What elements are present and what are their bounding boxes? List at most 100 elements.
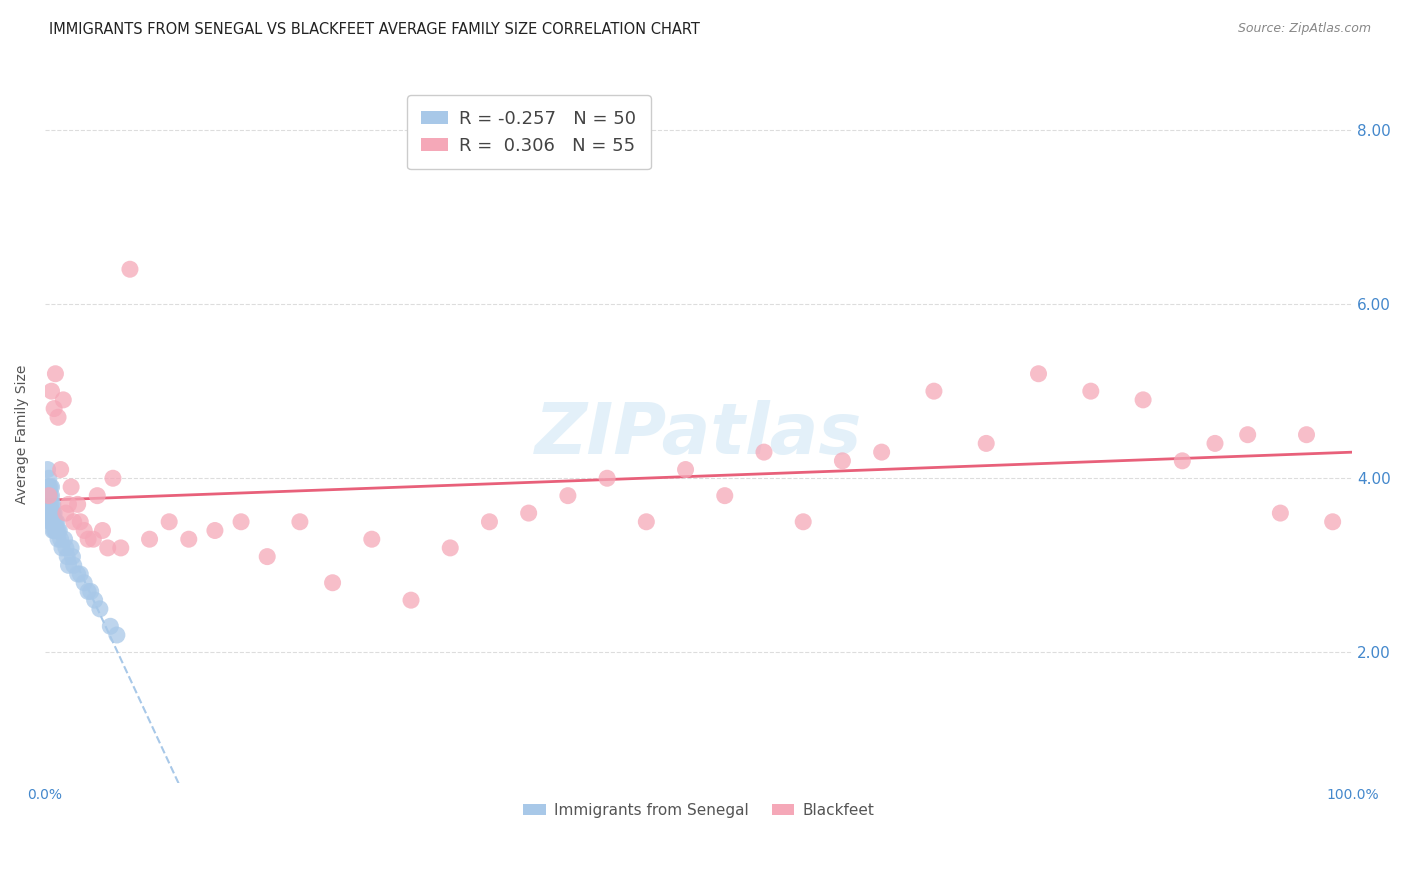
Point (58, 558, 80, 573)
Point (69, 515, 91, 529)
Point (204, 524, 226, 538)
Point (177, 532, 200, 546)
Point (35, 489, 58, 503)
Point (41, 384, 63, 399)
Point (922, 384, 945, 399)
Point (1322, 515, 1344, 529)
Point (39, 506, 62, 520)
Point (138, 532, 160, 546)
Point (46, 524, 69, 538)
Point (39, 489, 62, 503)
Point (42, 515, 65, 529)
Point (91, 524, 114, 538)
Point (58, 497, 80, 511)
Point (1204, 436, 1226, 450)
Point (118, 262, 141, 277)
Point (256, 549, 278, 564)
Point (38, 471, 60, 485)
Point (870, 445, 893, 459)
Point (399, 593, 422, 607)
Point (360, 532, 382, 546)
Point (1171, 454, 1194, 468)
Point (41, 489, 63, 503)
Point (73, 575, 96, 590)
Point (62, 515, 84, 529)
Point (98, 619, 121, 633)
Point (1080, 384, 1102, 399)
Point (478, 515, 501, 529)
Point (42, 515, 65, 529)
Point (66, 567, 89, 582)
Y-axis label: Average Family Size: Average Family Size (15, 365, 30, 504)
Point (41, 506, 63, 520)
Point (42, 401, 65, 416)
Point (675, 462, 697, 476)
Point (39, 515, 62, 529)
Point (82, 532, 104, 546)
Point (1270, 506, 1292, 520)
Point (69, 567, 91, 582)
Point (792, 515, 814, 529)
Point (110, 541, 132, 555)
Point (39, 497, 62, 511)
Point (37, 480, 59, 494)
Point (831, 454, 853, 468)
Point (1028, 367, 1050, 381)
Point (73, 524, 96, 538)
Point (42, 506, 65, 520)
Point (42, 506, 65, 520)
Point (229, 515, 252, 529)
Point (41, 515, 63, 529)
Point (83, 593, 105, 607)
Point (46, 532, 69, 546)
Point (44, 515, 66, 529)
Point (1236, 427, 1258, 442)
Point (41, 497, 63, 511)
Point (49, 462, 72, 476)
Point (89, 602, 111, 616)
Point (97, 541, 120, 555)
Point (557, 489, 579, 503)
Point (517, 506, 540, 520)
Point (62, 549, 84, 564)
Point (77, 532, 100, 546)
Point (37, 497, 59, 511)
Point (439, 541, 461, 555)
Point (51, 541, 73, 555)
Point (636, 515, 658, 529)
Point (44, 367, 66, 381)
Point (53, 532, 76, 546)
Point (1132, 392, 1154, 407)
Point (41, 480, 63, 494)
Point (38, 489, 60, 503)
Point (713, 489, 735, 503)
Point (49, 532, 72, 546)
Point (38, 480, 60, 494)
Point (42, 524, 65, 538)
Point (48, 524, 70, 538)
Point (44, 524, 66, 538)
Point (52, 392, 75, 407)
Point (45, 524, 67, 538)
Legend: Immigrants from Senegal, Blackfeet: Immigrants from Senegal, Blackfeet (517, 797, 880, 824)
Point (596, 471, 619, 485)
Point (60, 541, 83, 555)
Point (157, 515, 180, 529)
Point (322, 575, 344, 590)
Point (752, 445, 775, 459)
Point (56, 549, 79, 564)
Point (45, 515, 67, 529)
Point (39, 480, 62, 494)
Point (55, 541, 77, 555)
Text: ZIPatlas: ZIPatlas (534, 401, 862, 469)
Point (288, 515, 311, 529)
Point (974, 436, 997, 450)
Text: IMMIGRANTS FROM SENEGAL VS BLACKFEET AVERAGE FAMILY SIZE CORRELATION CHART: IMMIGRANTS FROM SENEGAL VS BLACKFEET AVE… (49, 22, 700, 37)
Point (62, 558, 84, 573)
Point (66, 497, 89, 511)
Point (37, 462, 59, 476)
Point (38, 506, 60, 520)
Point (1295, 427, 1317, 442)
Point (46, 410, 69, 425)
Point (60, 480, 83, 494)
